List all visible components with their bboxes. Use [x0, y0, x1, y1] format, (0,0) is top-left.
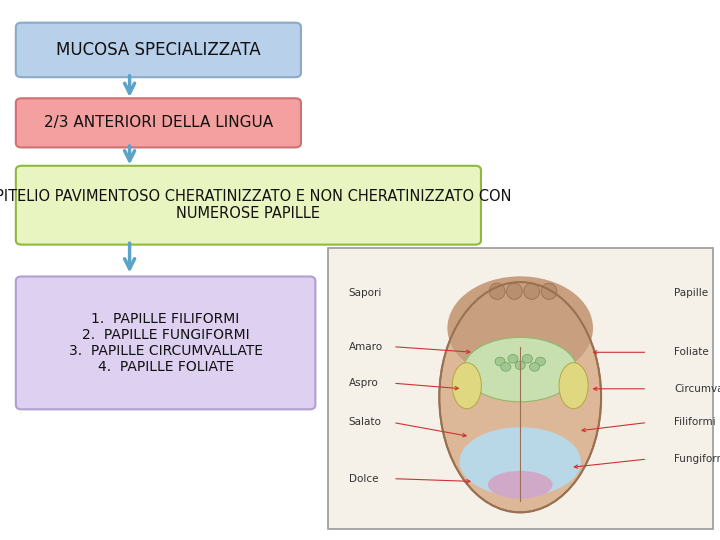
- Text: MUCOSA SPECIALIZZATA: MUCOSA SPECIALIZZATA: [56, 41, 261, 59]
- Text: Salato: Salato: [348, 417, 382, 428]
- Ellipse shape: [464, 338, 577, 402]
- Ellipse shape: [559, 363, 588, 409]
- Text: Amaro: Amaro: [348, 342, 383, 352]
- Ellipse shape: [507, 283, 523, 299]
- Text: EPITELIO PAVIMENTOSO CHERATINIZZATO E NON CHERATINIZZATO CON
NUMEROSE PAPILLE: EPITELIO PAVIMENTOSO CHERATINIZZATO E NO…: [0, 189, 511, 221]
- Text: Papille: Papille: [675, 288, 708, 298]
- Text: Aspro: Aspro: [348, 378, 379, 388]
- Ellipse shape: [495, 357, 505, 366]
- Ellipse shape: [524, 283, 540, 299]
- Ellipse shape: [439, 282, 601, 512]
- Ellipse shape: [541, 283, 557, 299]
- Text: Fungiformi: Fungiformi: [675, 454, 720, 464]
- Ellipse shape: [459, 427, 581, 496]
- FancyBboxPatch shape: [16, 23, 301, 77]
- FancyBboxPatch shape: [16, 276, 315, 409]
- Text: Sapori: Sapori: [348, 288, 382, 298]
- FancyBboxPatch shape: [16, 98, 301, 147]
- FancyBboxPatch shape: [16, 166, 481, 245]
- Text: Dolce: Dolce: [348, 474, 378, 484]
- Ellipse shape: [530, 362, 540, 371]
- Text: Foliate: Foliate: [675, 347, 709, 357]
- Text: Filiformi: Filiformi: [675, 417, 716, 428]
- Ellipse shape: [452, 363, 482, 409]
- Text: 2/3 ANTERIORI DELLA LINGUA: 2/3 ANTERIORI DELLA LINGUA: [44, 116, 273, 130]
- Ellipse shape: [508, 354, 518, 363]
- Ellipse shape: [516, 361, 526, 369]
- FancyBboxPatch shape: [328, 248, 713, 529]
- Ellipse shape: [536, 357, 546, 366]
- Ellipse shape: [447, 276, 593, 380]
- Text: Circumvallate: Circumvallate: [675, 384, 720, 394]
- Ellipse shape: [490, 283, 505, 299]
- Ellipse shape: [523, 354, 532, 363]
- Ellipse shape: [501, 362, 511, 371]
- Ellipse shape: [488, 471, 552, 498]
- Text: 1.  PAPILLE FILIFORMI
2.  PAPILLE FUNGIFORMI
3.  PAPILLE CIRCUMVALLATE
4.  PAPIL: 1. PAPILLE FILIFORMI 2. PAPILLE FUNGIFOR…: [68, 312, 263, 374]
